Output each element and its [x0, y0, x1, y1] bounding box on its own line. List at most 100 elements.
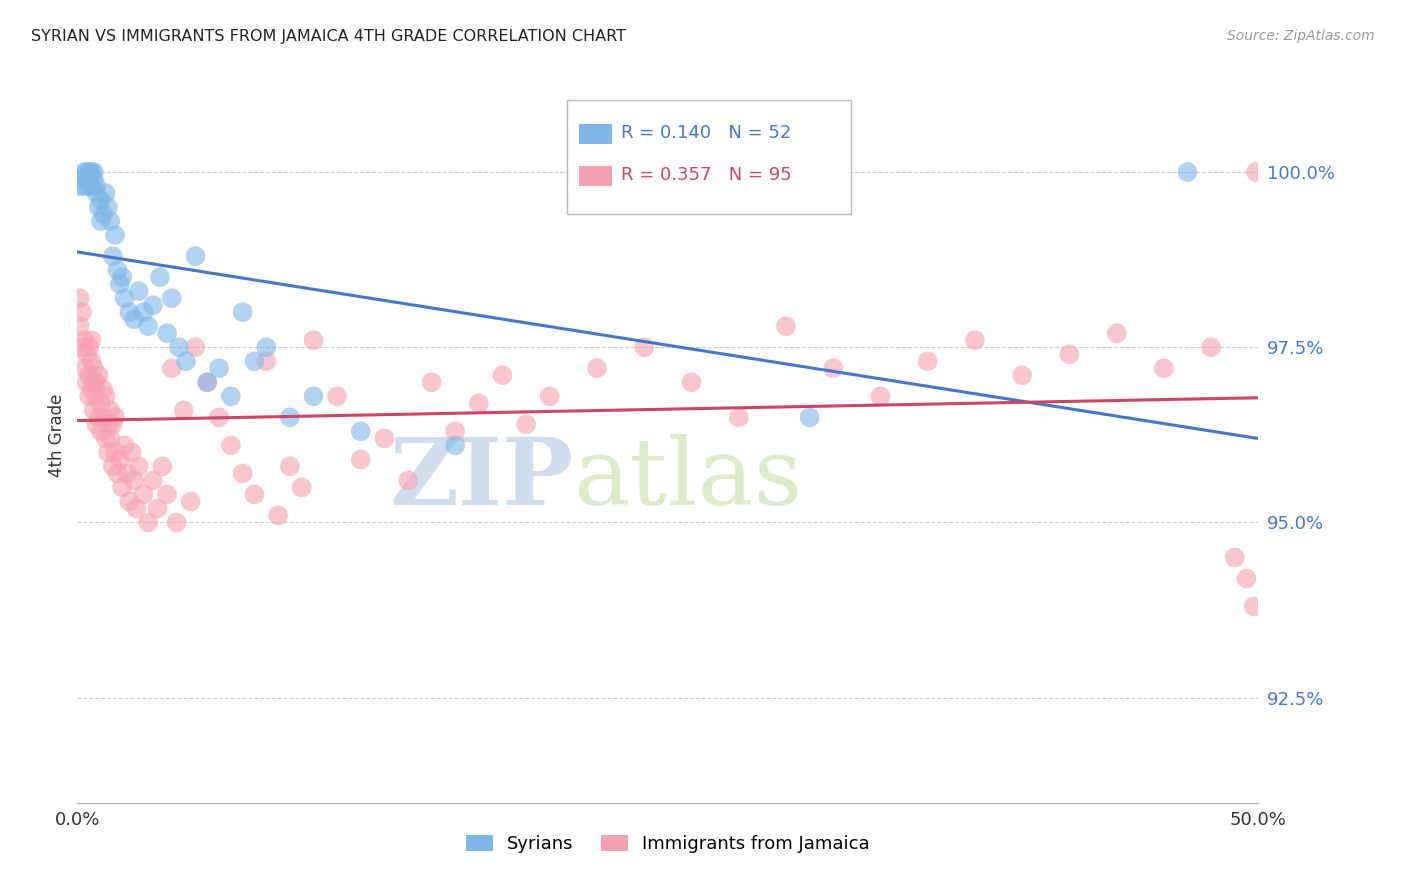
Point: [107, 467, 129, 481]
Point: [90, 396, 112, 410]
Point: [208, 410, 231, 425]
Point: [91, 207, 114, 221]
Point: [97, 200, 120, 214]
Point: [515, 417, 537, 432]
Point: [77, 179, 100, 194]
Point: [142, 298, 165, 312]
Text: R = 0.357   N = 95: R = 0.357 N = 95: [620, 166, 792, 184]
Point: [1244, 165, 1267, 179]
Point: [1236, 572, 1258, 586]
Point: [775, 319, 797, 334]
Point: [538, 389, 561, 403]
Point: [727, 410, 749, 425]
Point: [84, 417, 107, 432]
Point: [681, 376, 703, 390]
Y-axis label: 4th Grade: 4th Grade: [48, 393, 66, 476]
Point: [94, 389, 117, 403]
Point: [87, 410, 110, 425]
Point: [80, 382, 103, 396]
Point: [77, 389, 100, 403]
Point: [114, 438, 136, 452]
Point: [69, 291, 91, 305]
Point: [70, 305, 93, 319]
Point: [73, 333, 96, 347]
Point: [444, 425, 467, 439]
Point: [156, 326, 179, 341]
Point: [76, 347, 98, 361]
Point: [208, 361, 231, 376]
Point: [243, 354, 266, 368]
Point: [73, 165, 96, 179]
Point: [1059, 347, 1081, 361]
Point: [83, 376, 105, 390]
Text: SYRIAN VS IMMIGRANTS FROM JAMAICA 4TH GRADE CORRELATION CHART: SYRIAN VS IMMIGRANTS FROM JAMAICA 4TH GR…: [31, 29, 626, 44]
Point: [278, 410, 301, 425]
Point: [118, 494, 141, 508]
Point: [195, 376, 218, 390]
Point: [350, 425, 373, 439]
Point: [101, 459, 124, 474]
Point: [76, 376, 98, 390]
Point: [90, 214, 112, 228]
Point: [104, 228, 127, 243]
Point: [83, 172, 105, 186]
Point: [108, 277, 131, 292]
Point: [101, 249, 124, 263]
Point: [491, 368, 513, 383]
Point: [97, 417, 120, 432]
Point: [278, 459, 301, 474]
Point: [963, 333, 986, 347]
Point: [100, 431, 122, 445]
Point: [122, 312, 145, 326]
Text: Source: ZipAtlas.com: Source: ZipAtlas.com: [1227, 29, 1375, 43]
Point: [254, 340, 277, 354]
Point: [115, 467, 138, 481]
Point: [267, 508, 290, 523]
Point: [302, 333, 325, 347]
Point: [633, 340, 655, 354]
Text: ZIP: ZIP: [389, 434, 574, 524]
Point: [254, 354, 277, 368]
Point: [128, 284, 150, 298]
Point: [87, 368, 110, 383]
Point: [84, 179, 107, 194]
Point: [150, 459, 173, 474]
Point: [444, 438, 467, 452]
Point: [104, 445, 127, 459]
Point: [76, 172, 98, 186]
Point: [174, 354, 197, 368]
Point: [73, 361, 96, 376]
Point: [70, 172, 93, 186]
Point: [243, 487, 266, 501]
Point: [869, 389, 891, 403]
Point: [917, 354, 939, 368]
Point: [160, 361, 183, 376]
FancyBboxPatch shape: [579, 166, 613, 186]
Point: [219, 438, 242, 452]
Point: [84, 389, 107, 403]
Point: [70, 340, 93, 354]
Point: [823, 361, 845, 376]
Point: [136, 516, 159, 530]
Point: [111, 270, 134, 285]
Point: [77, 368, 100, 383]
Point: [586, 361, 609, 376]
Point: [350, 452, 373, 467]
Point: [107, 263, 129, 277]
Point: [146, 501, 169, 516]
Point: [125, 501, 148, 516]
Point: [91, 382, 114, 396]
Point: [84, 376, 107, 390]
Point: [1177, 165, 1199, 179]
Point: [100, 214, 122, 228]
Point: [1223, 550, 1246, 565]
Legend: Syrians, Immigrants from Jamaica: Syrians, Immigrants from Jamaica: [458, 827, 877, 860]
Point: [149, 270, 172, 285]
Point: [195, 376, 218, 390]
Point: [76, 165, 98, 179]
Point: [232, 467, 254, 481]
FancyBboxPatch shape: [579, 124, 613, 145]
Point: [118, 305, 141, 319]
Point: [128, 459, 150, 474]
Point: [799, 410, 821, 425]
